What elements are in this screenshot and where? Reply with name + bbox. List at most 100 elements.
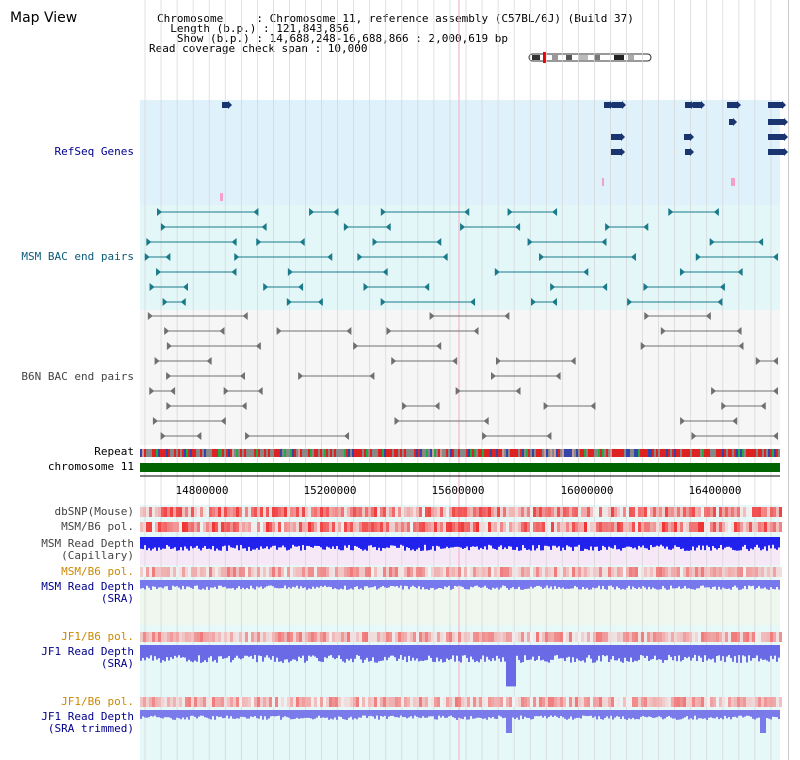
msm-depth-cap-bar: [480, 537, 482, 548]
jf1-depth-sra-bar: [776, 645, 778, 662]
msm-depth-sra-bar: [224, 580, 226, 587]
msm-pol-bin: [620, 522, 623, 532]
track-label-repeat[interactable]: Repeat: [94, 445, 134, 458]
msm-depth-sra-bar: [242, 580, 244, 588]
jf1-pol-bin: [368, 632, 371, 642]
jf1-pol-bin: [290, 632, 293, 642]
jf1-depth-sra-bar: [660, 645, 662, 660]
msm-pol-bin: [737, 522, 740, 532]
jf1-depth-trim-bar: [316, 710, 318, 718]
jf1-depth-sra-bar: [438, 645, 440, 662]
msm-depth-sra-bar: [566, 580, 568, 589]
track-label-dbsnp[interactable]: dbSNP(Mouse): [54, 505, 134, 518]
track-label-chromosome[interactable]: chromosome 11: [47, 460, 134, 473]
jf1-depth-trim-bar: [242, 710, 244, 717]
dbsnp-bin: [326, 507, 329, 517]
jf1-pol-bin: [470, 632, 473, 642]
jf1-pol2-bin: [743, 697, 746, 707]
jf1-depth-trim-bar: [386, 710, 388, 719]
track-label-b6n-bac[interactable]: B6N BAC end pairs: [21, 370, 134, 383]
track-label-msm-depth-capillary-sub[interactable]: (Capillary): [61, 549, 134, 562]
msm-pol2-bin: [506, 567, 509, 577]
jf1-pol-bin: [350, 632, 353, 642]
msm-pol-bin: [482, 522, 485, 532]
msm-bac-pair-end: [719, 283, 725, 291]
repeat-segment: [294, 449, 296, 457]
jf1-pol2-bin: [605, 697, 608, 707]
jf1-pol-bin: [251, 632, 254, 642]
jf1-pol2-bin: [734, 697, 737, 707]
dbsnp-bin: [200, 507, 203, 517]
jf1-depth-sra-bar: [330, 645, 332, 656]
track-label-msm-depth-sra[interactable]: MSM Read Depth: [41, 580, 134, 593]
msm-depth-sra-bar: [598, 580, 600, 586]
msm-depth-sra-bar: [422, 580, 424, 588]
repeat-segment: [664, 449, 666, 457]
track-label-msm-b6-pol[interactable]: MSM/B6 pol.: [61, 520, 134, 533]
msm-depth-sra-bar: [468, 580, 470, 590]
repeat-segment: [758, 449, 760, 457]
msm-depth-cap-bar: [408, 537, 410, 549]
repeat-segment: [238, 449, 240, 457]
jf1-depth-trim-bar: [756, 710, 758, 719]
repeat-segment: [336, 449, 338, 457]
repeat-segment: [214, 449, 216, 457]
msm-depth-cap-bar: [268, 537, 270, 550]
msm-pol-bin: [212, 522, 215, 532]
jf1-pol2-bin: [653, 697, 656, 707]
repeat-segment: [236, 449, 238, 457]
chromosome-ideogram[interactable]: [528, 52, 654, 64]
jf1-depth-trim-bar: [186, 710, 188, 718]
jf1-pol2-bin: [257, 697, 260, 707]
b6n-bac-pair-end: [219, 327, 225, 335]
msm-depth-sra-bar: [750, 580, 752, 587]
right-scroll-strip[interactable]: [788, 0, 800, 760]
msm-pol2-bin: [569, 567, 572, 577]
msm-depth-cap-bar: [760, 537, 762, 551]
msm-pol-bin: [308, 522, 311, 532]
jf1-depth-trim-bar: [416, 710, 418, 717]
msm-pol2-bin: [668, 567, 671, 577]
jf1-pol2-bin: [644, 697, 647, 707]
msm-depth-sra-bar: [606, 580, 608, 590]
repeat-segment: [610, 449, 612, 457]
track-label-jf1-depth-trimmed-sub[interactable]: (SRA trimmed): [47, 722, 134, 735]
repeat-segment: [514, 449, 516, 457]
jf1-depth-trim-bar: [722, 710, 724, 720]
msm-bac-pair-start: [507, 208, 513, 216]
msm-depth-cap-bar: [412, 537, 414, 550]
track-label-msm-bac[interactable]: MSM BAC end pairs: [21, 250, 134, 263]
track-label-jf1-b6-pol[interactable]: JF1/B6 pol.: [61, 630, 134, 643]
msm-depth-cap-bar: [624, 537, 626, 548]
chromosome-bar: [140, 463, 780, 472]
track-label-msm-depth-capillary[interactable]: MSM Read Depth: [41, 537, 134, 550]
jf1-depth-trim-bar: [650, 710, 652, 718]
jf1-depth-trim-bar: [554, 710, 556, 716]
track-label-msm-b6-pol-2[interactable]: MSM/B6 pol.: [61, 565, 134, 578]
msm-depth-sra-bar: [702, 580, 704, 586]
ideogram-position-marker[interactable]: [543, 52, 546, 63]
jf1-depth-trim-bar: [354, 710, 356, 719]
jf1-depth-sra-bar: [556, 645, 558, 656]
jf1-depth-sra-bar: [594, 645, 596, 663]
repeat-segment: [456, 449, 458, 457]
track-label-jf1-b6-pol-2[interactable]: JF1/B6 pol.: [61, 695, 134, 708]
msm-depth-cap-bar: [318, 537, 320, 547]
repeat-segment: [230, 449, 232, 457]
dbsnp-bin: [551, 507, 554, 517]
track-label-refseq[interactable]: RefSeq Genes: [54, 145, 134, 158]
msm-depth-sra-bar: [682, 580, 684, 589]
jf1-depth-trim-bar: [574, 710, 576, 719]
track-label-msm-depth-sra-sub[interactable]: (SRA): [100, 592, 134, 605]
track-label-jf1-depth-sra-sub[interactable]: (SRA): [100, 657, 134, 670]
repeat-segment: [142, 449, 144, 457]
dbsnp-bin: [209, 507, 212, 517]
track-label-jf1-depth-sra[interactable]: JF1 Read Depth: [41, 645, 134, 658]
jf1-depth-trim-bar: [760, 710, 762, 733]
repeat-segment: [590, 449, 592, 457]
repeat-segment: [740, 449, 742, 457]
track-label-jf1-depth-trimmed[interactable]: JF1 Read Depth: [41, 710, 134, 723]
jf1-pol2-bin: [140, 697, 143, 707]
jf1-pol-bin: [626, 632, 629, 642]
